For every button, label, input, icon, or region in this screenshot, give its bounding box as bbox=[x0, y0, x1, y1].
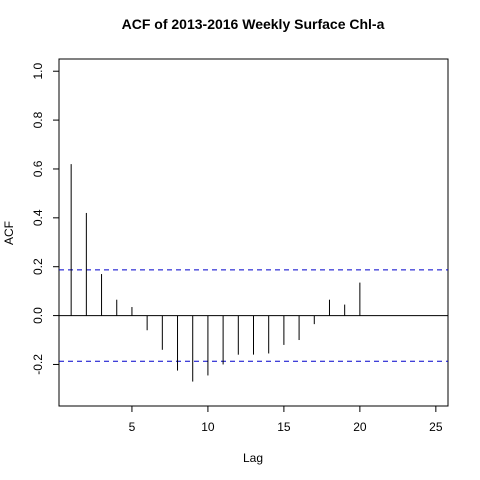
y-tick-label: 0.8 bbox=[31, 111, 45, 128]
y-axis: -0.2 0.0 0.2 0.4 0.6 0.8 1.0 bbox=[31, 63, 59, 375]
x-tick-label: 5 bbox=[129, 420, 136, 434]
y-tick-label: -0.2 bbox=[31, 354, 45, 375]
x-tick-label: 25 bbox=[429, 420, 443, 434]
x-tick-label: 10 bbox=[201, 420, 215, 434]
y-tick-label: 0.2 bbox=[31, 258, 45, 275]
plot-frame bbox=[58, 58, 449, 407]
x-axis: 5 10 15 20 25 bbox=[129, 406, 443, 434]
y-tick-label: 0.4 bbox=[31, 209, 45, 226]
x-tick-label: 20 bbox=[353, 420, 367, 434]
y-tick-label: 0.6 bbox=[31, 160, 45, 177]
x-axis-label: Lag bbox=[243, 451, 263, 465]
y-tick-label: 1.0 bbox=[31, 63, 45, 80]
x-tick-label: 15 bbox=[277, 420, 291, 434]
y-axis-label: ACF bbox=[2, 221, 16, 245]
y-tick-label: 0.0 bbox=[31, 307, 45, 324]
chart-title: ACF of 2013-2016 Weekly Surface Chl-a bbox=[122, 16, 385, 32]
acf-spikes bbox=[70, 164, 361, 382]
